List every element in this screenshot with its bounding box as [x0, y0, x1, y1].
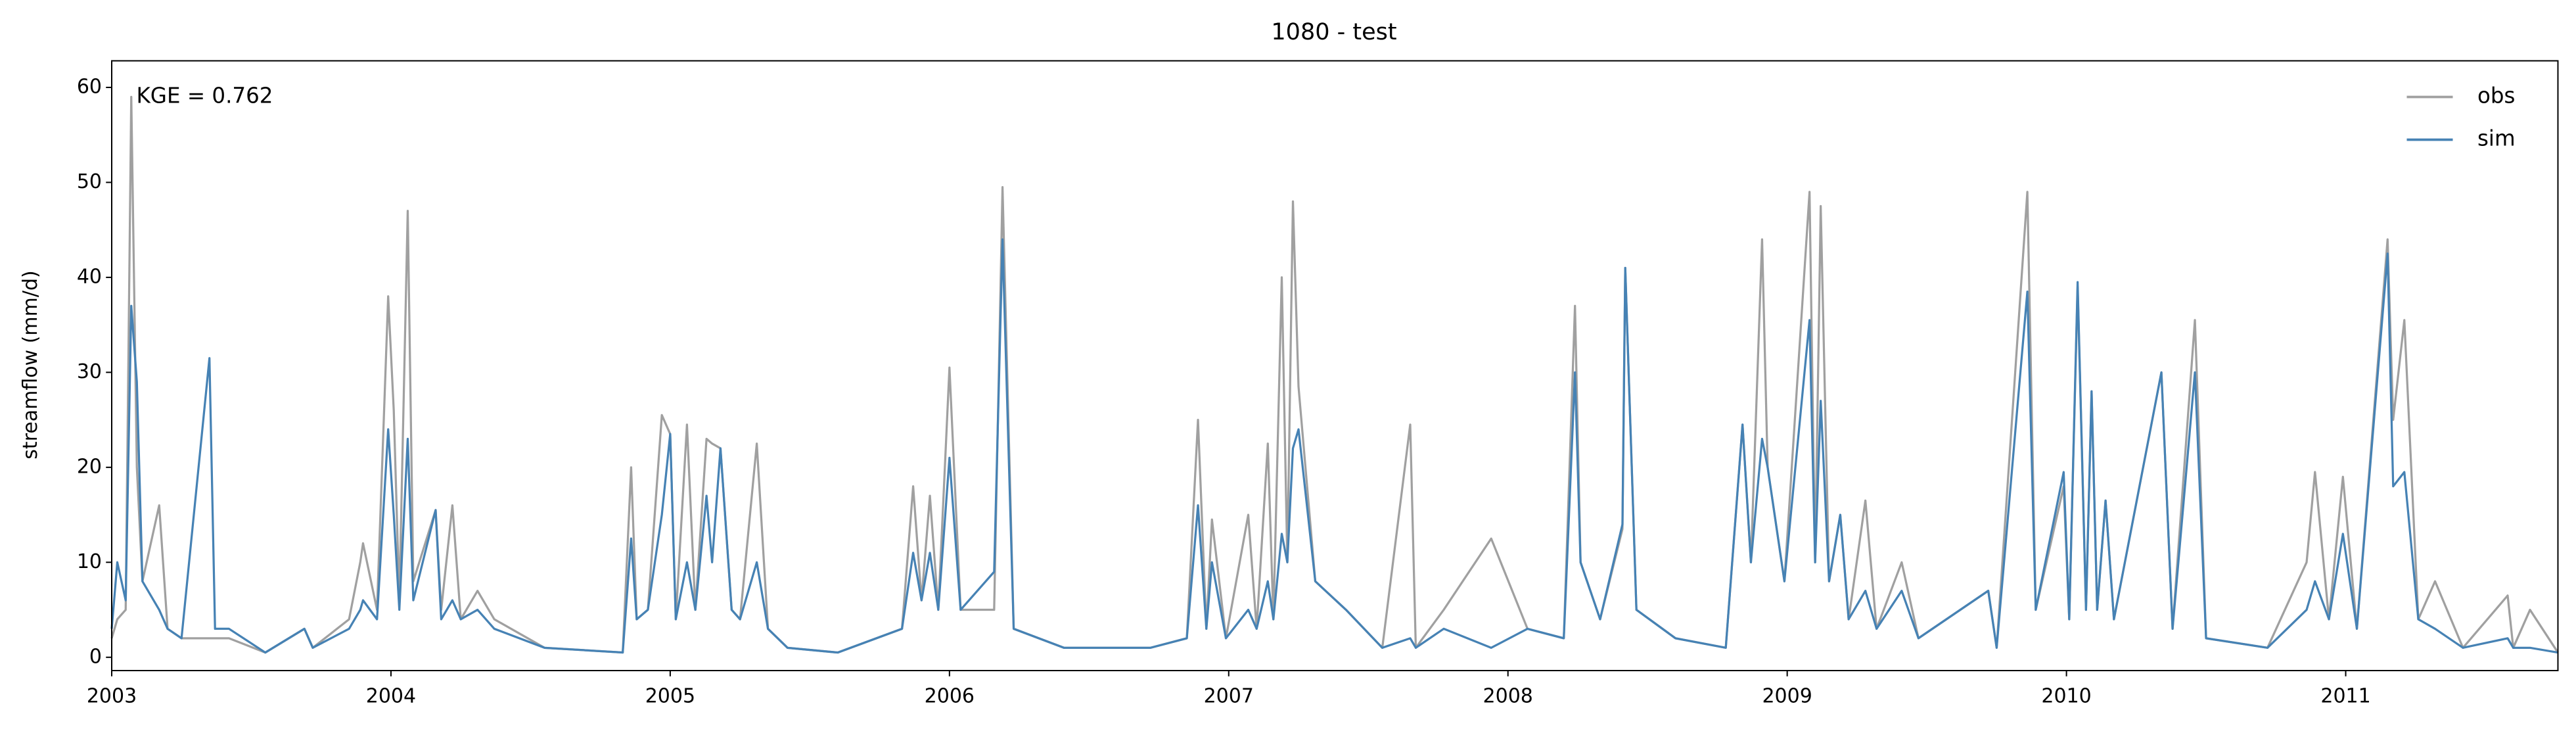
y-tick-label: 10 [77, 550, 102, 573]
x-tick-label: 2010 [2041, 685, 2091, 708]
y-axis-label: streamflow (mm/d) [19, 270, 42, 459]
y-tick-label: 60 [77, 75, 102, 98]
x-tick-label: 2006 [925, 685, 975, 708]
y-tick-label: 0 [89, 645, 102, 668]
y-tick-label: 40 [77, 265, 102, 288]
y-tick-label: 20 [77, 455, 102, 478]
x-tick-label: 2004 [366, 685, 416, 708]
x-tick-label: 2009 [1762, 685, 1812, 708]
x-tick-label: 2003 [87, 685, 137, 708]
series-line [110, 238, 2558, 654]
legend-label: sim [2477, 126, 2516, 151]
y-tick-label: 30 [77, 360, 102, 383]
annotation: KGE = 0.762 [137, 83, 273, 108]
chart-title: 1080 - test [1271, 19, 1396, 45]
plot-frame [111, 60, 2559, 671]
series-line [110, 95, 2559, 654]
legend-label: obs [2477, 83, 2515, 108]
y-tick-label: 50 [77, 170, 102, 193]
x-tick-label: 2007 [1204, 685, 1254, 708]
x-tick-label: 2005 [645, 685, 695, 708]
x-tick-label: 2011 [2320, 685, 2370, 708]
x-tick-label: 2008 [1483, 685, 1533, 708]
